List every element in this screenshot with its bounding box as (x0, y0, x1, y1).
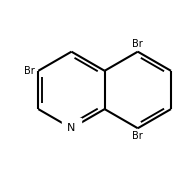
Text: Br: Br (132, 131, 143, 141)
Text: Br: Br (24, 66, 35, 76)
Text: N: N (67, 123, 76, 133)
Text: Br: Br (132, 39, 143, 49)
